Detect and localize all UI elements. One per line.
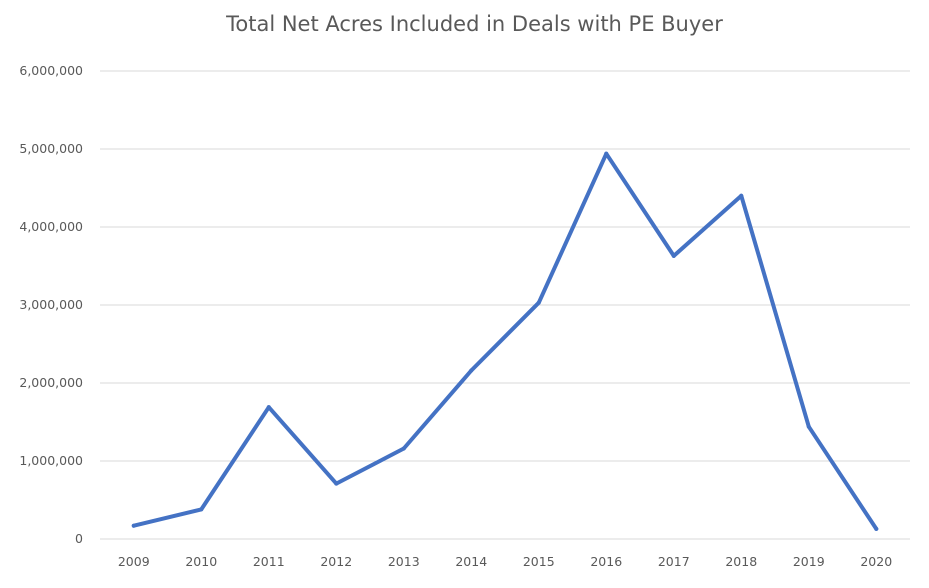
y-tick-label-4: 4,000,000 — [19, 219, 83, 234]
x-tick-label-2010: 2010 — [185, 554, 217, 569]
x-tick-label-2020: 2020 — [860, 554, 892, 569]
series-line-0 — [131, 151, 879, 531]
x-tick-label-2012: 2012 — [320, 554, 352, 569]
data-point-2011 — [266, 405, 271, 410]
data-point-2013 — [401, 446, 406, 451]
y-tick-label-1: 1,000,000 — [19, 453, 83, 468]
y-tick-label-2: 2,000,000 — [19, 375, 83, 390]
data-point-2009 — [131, 523, 136, 528]
y-tick-label-6: 6,000,000 — [19, 63, 83, 78]
x-tick-label-2013: 2013 — [388, 554, 420, 569]
data-point-2018 — [739, 193, 744, 198]
data-point-2020 — [874, 526, 879, 531]
y-tick-label-5: 5,000,000 — [19, 141, 83, 156]
x-tick-label-2018: 2018 — [725, 554, 757, 569]
x-tick-label-2019: 2019 — [793, 554, 825, 569]
data-point-2014 — [469, 368, 474, 373]
data-point-2019 — [806, 424, 811, 429]
x-tick-label-2011: 2011 — [253, 554, 285, 569]
x-tick-label-2016: 2016 — [590, 554, 622, 569]
x-tick-label-2015: 2015 — [523, 554, 555, 569]
x-tick-label-2014: 2014 — [455, 554, 487, 569]
y-tick-label-0: 0 — [75, 531, 83, 546]
data-point-2017 — [671, 253, 676, 258]
x-tick-label-2017: 2017 — [658, 554, 690, 569]
data-point-2012 — [334, 481, 339, 486]
data-point-2015 — [536, 300, 541, 305]
y-tick-label-3: 3,000,000 — [19, 297, 83, 312]
x-tick-label-2009: 2009 — [118, 554, 150, 569]
data-point-2016 — [604, 151, 609, 156]
data-point-2010 — [199, 507, 204, 512]
chart-title: Total Net Acres Included in Deals with P… — [226, 12, 723, 36]
